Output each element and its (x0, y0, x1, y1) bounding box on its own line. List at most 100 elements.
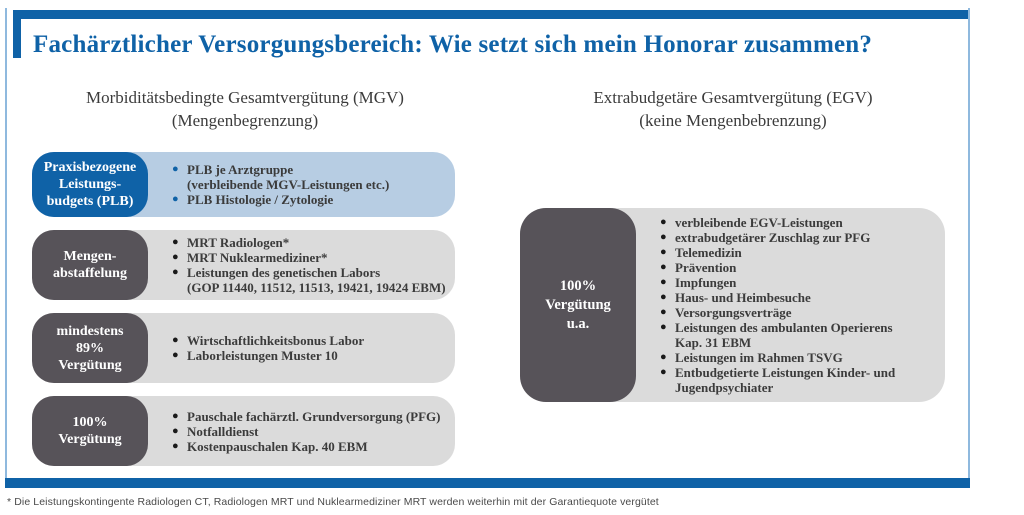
bullet-dot-icon: ● (660, 321, 667, 333)
bullet-text: MRT Nuklearmediziner* (187, 250, 328, 265)
bullet-text: Entbudgetierte Leistungen Kinder- und (675, 365, 896, 380)
bullet-item: ● Haus- und Heimbesuche (660, 290, 945, 305)
bullet-text: MRT Radiologen* (187, 235, 290, 250)
mgv-row: mindestens 89% Vergütung ● Wirtschaftlichkei… (32, 313, 455, 383)
bullet-item: ● Wirtschaftlichkeitsbonus Labor (172, 333, 455, 348)
bullet-dot-icon: ● (172, 193, 179, 205)
mgv-row-label-line: abstaffelung (53, 266, 127, 281)
bullet-text: PLB je Arztgruppe (187, 162, 294, 177)
bullet-dot-icon: ● (172, 424, 179, 437)
mgv-bullet-list: ● Wirtschaftlichkeitsbonus Labor ● Laborlei… (172, 313, 455, 383)
bullet-text: Jugendpsychiater (675, 380, 774, 395)
bullet-dot-icon: ● (660, 276, 667, 288)
bullet-line: ● Wirtschaftlichkeitsbonus Labor (172, 333, 455, 348)
mgv-row-label-line: 100% (72, 415, 108, 430)
bullet-continuation-line: Kap. 31 EBM (660, 335, 945, 350)
bullet-item: ● Impfungen (660, 275, 945, 290)
bullet-text: Leistungen im Rahmen TSVG (675, 350, 843, 365)
egv-row: 100% Vergütung u.a. ● verbleibende EGV-Leist… (520, 208, 945, 402)
bullet-text: (verbleibende MGV-Leistungen etc.) (187, 177, 390, 192)
bullet-item: ● Leistungen des ambulanten Operierens Kap… (660, 320, 945, 350)
bullet-item: ● Prävention (660, 260, 945, 275)
bullet-item: ● Laborleistungen Muster 10 (172, 348, 455, 363)
egv-heading-line2: (keine Mengenbebrenzung) (639, 111, 827, 130)
mgv-row: Praxisbezogene Leistungs-budgets (PLB) ● PL… (32, 152, 455, 217)
mgv-heading-line2: (Mengenbegrenzung) (171, 111, 319, 130)
mgv-bullet-list: ● PLB je Arztgruppe (verbleibende MGV-Leis… (172, 152, 455, 217)
mgv-row-label: Mengen-abstaffelung (32, 230, 148, 300)
mgv-bullet-list: ● MRT Radiologen* ● MRT Nuklearmediziner* ● L… (172, 230, 455, 300)
bullet-text: Telemedizin (675, 245, 742, 260)
bullet-line: ● Prävention (660, 260, 945, 275)
bullet-dot-icon: ● (660, 261, 667, 273)
bullet-line: ● Leistungen des genetischen Labors (172, 265, 455, 280)
bullet-dot-icon: ● (660, 306, 667, 318)
bullet-continuation-line: (GOP 11440, 11512, 11513, 19421, 19424 E… (172, 280, 455, 295)
bullet-line: ● Leistungen im Rahmen TSVG (660, 350, 945, 365)
bullet-dot-icon: ● (172, 266, 179, 278)
bullet-dot-icon: ● (172, 334, 179, 346)
mgv-row-label: mindestens 89% Vergütung (32, 313, 148, 383)
bullet-item: ● PLB je Arztgruppe (verbleibende MGV-Leis… (172, 162, 455, 192)
bullet-dot-icon: ● (172, 439, 179, 452)
mgv-rows: Praxisbezogene Leistungs-budgets (PLB) ● PL… (32, 152, 455, 466)
bullet-item: ● MRT Nuklearmediziner* (172, 250, 455, 265)
mgv-row-label-line: Praxisbezogene (43, 160, 137, 175)
mgv-row-label-line: budgets (PLB) (46, 194, 134, 209)
bullet-line: ● verbleibende EGV-Leistungen (660, 215, 945, 230)
page-title: Fachärztlicher Versorgungsbereich: Wie s… (33, 31, 873, 58)
bullet-dot-icon: ● (660, 291, 667, 303)
egv-rows: 100% Vergütung u.a. ● verbleibende EGV-Leist… (520, 208, 945, 402)
bullet-line: ● MRT Nuklearmediziner* (172, 250, 455, 265)
bullet-line: ● Kostenpauschalen Kap. 40 EBM (172, 439, 455, 454)
bullet-line: ● Notfalldienst (172, 424, 455, 439)
mgv-row-label: 100% Vergütung (32, 396, 148, 466)
bullet-continuation-line: (verbleibende MGV-Leistungen etc.) (172, 177, 455, 192)
bullet-item: ● PLB Histologie / Zytologie (172, 192, 455, 207)
egv-row-label-line: Vergütung (545, 296, 611, 313)
bullet-item: ● Pauschale fachärztl. Grundversorgung (P… (172, 409, 455, 424)
bullet-item: ● Kostenpauschalen Kap. 40 EBM (172, 439, 455, 454)
bullet-line: ● Pauschale fachärztl. Grundversorgung (P… (172, 409, 455, 424)
egv-bullet-list: ● verbleibende EGV-Leistungen ● extrabudget… (660, 208, 945, 402)
bullet-dot-icon: ● (660, 216, 667, 228)
bullet-item: ● Notfalldienst (172, 424, 455, 439)
mgv-row-label-line: Mengen- (63, 249, 117, 264)
bullet-item: ● Leistungen im Rahmen TSVG (660, 350, 945, 365)
bullet-dot-icon: ● (172, 163, 179, 175)
bullet-item: ● verbleibende EGV-Leistungen (660, 215, 945, 230)
bullet-text: Kostenpauschalen Kap. 40 EBM (187, 438, 368, 454)
bullet-item: ● Versorgungsverträge (660, 305, 945, 320)
footnote: * Die Leistungskontingente Radiologen CT… (7, 496, 659, 508)
bullet-line: ● Impfungen (660, 275, 945, 290)
egv-column-heading: Extrabudgetäre Gesamtvergütung (EGV) (ke… (518, 86, 948, 132)
bullet-text: Notfalldienst (187, 423, 259, 439)
bullet-text: extrabudgetärer Zuschlag zur PFG (675, 230, 871, 245)
bullet-line: ● Telemedizin (660, 245, 945, 260)
frame-hairline-right (968, 8, 970, 488)
mgv-row-label-line: Vergütung (58, 432, 122, 447)
bullet-text: Versorgungsverträge (675, 305, 792, 320)
bullet-line: ● MRT Radiologen* (172, 235, 455, 250)
mgv-row: 100% Vergütung ● Pauschale fachärztl. Grund… (32, 396, 455, 466)
egv-row-label: 100% Vergütung u.a. (520, 208, 636, 402)
bullet-line: ● Laborleistungen Muster 10 (172, 348, 455, 363)
bullet-line: ● PLB Histologie / Zytologie (172, 192, 455, 207)
mgv-row-label-line: Leistungs- (58, 177, 122, 192)
bullet-text: Leistungen des ambulanten Operierens (675, 320, 893, 335)
bullet-text: Haus- und Heimbesuche (675, 290, 811, 305)
bullet-text: verbleibende EGV-Leistungen (675, 215, 843, 230)
bullet-dot-icon: ● (172, 409, 179, 422)
bullet-text: Laborleistungen Muster 10 (187, 348, 338, 363)
bullet-text: Prävention (675, 260, 737, 275)
bullet-item: ● Entbudgetierte Leistungen Kinder- und Ju… (660, 365, 945, 395)
bullet-text: Pauschale fachärztl. Grundversorgung (PF… (187, 408, 441, 424)
egv-row-label-line: 100% (559, 277, 597, 294)
bullet-dot-icon: ● (172, 236, 179, 248)
bullet-text: Impfungen (675, 275, 737, 290)
bullet-item: ● extrabudgetärer Zuschlag zur PFG (660, 230, 945, 245)
mgv-row-label-line: Vergütung (58, 357, 122, 373)
bullet-text: Wirtschaftlichkeitsbonus Labor (187, 333, 365, 348)
title-accent-bar (13, 10, 21, 58)
footer-bar (5, 478, 970, 488)
